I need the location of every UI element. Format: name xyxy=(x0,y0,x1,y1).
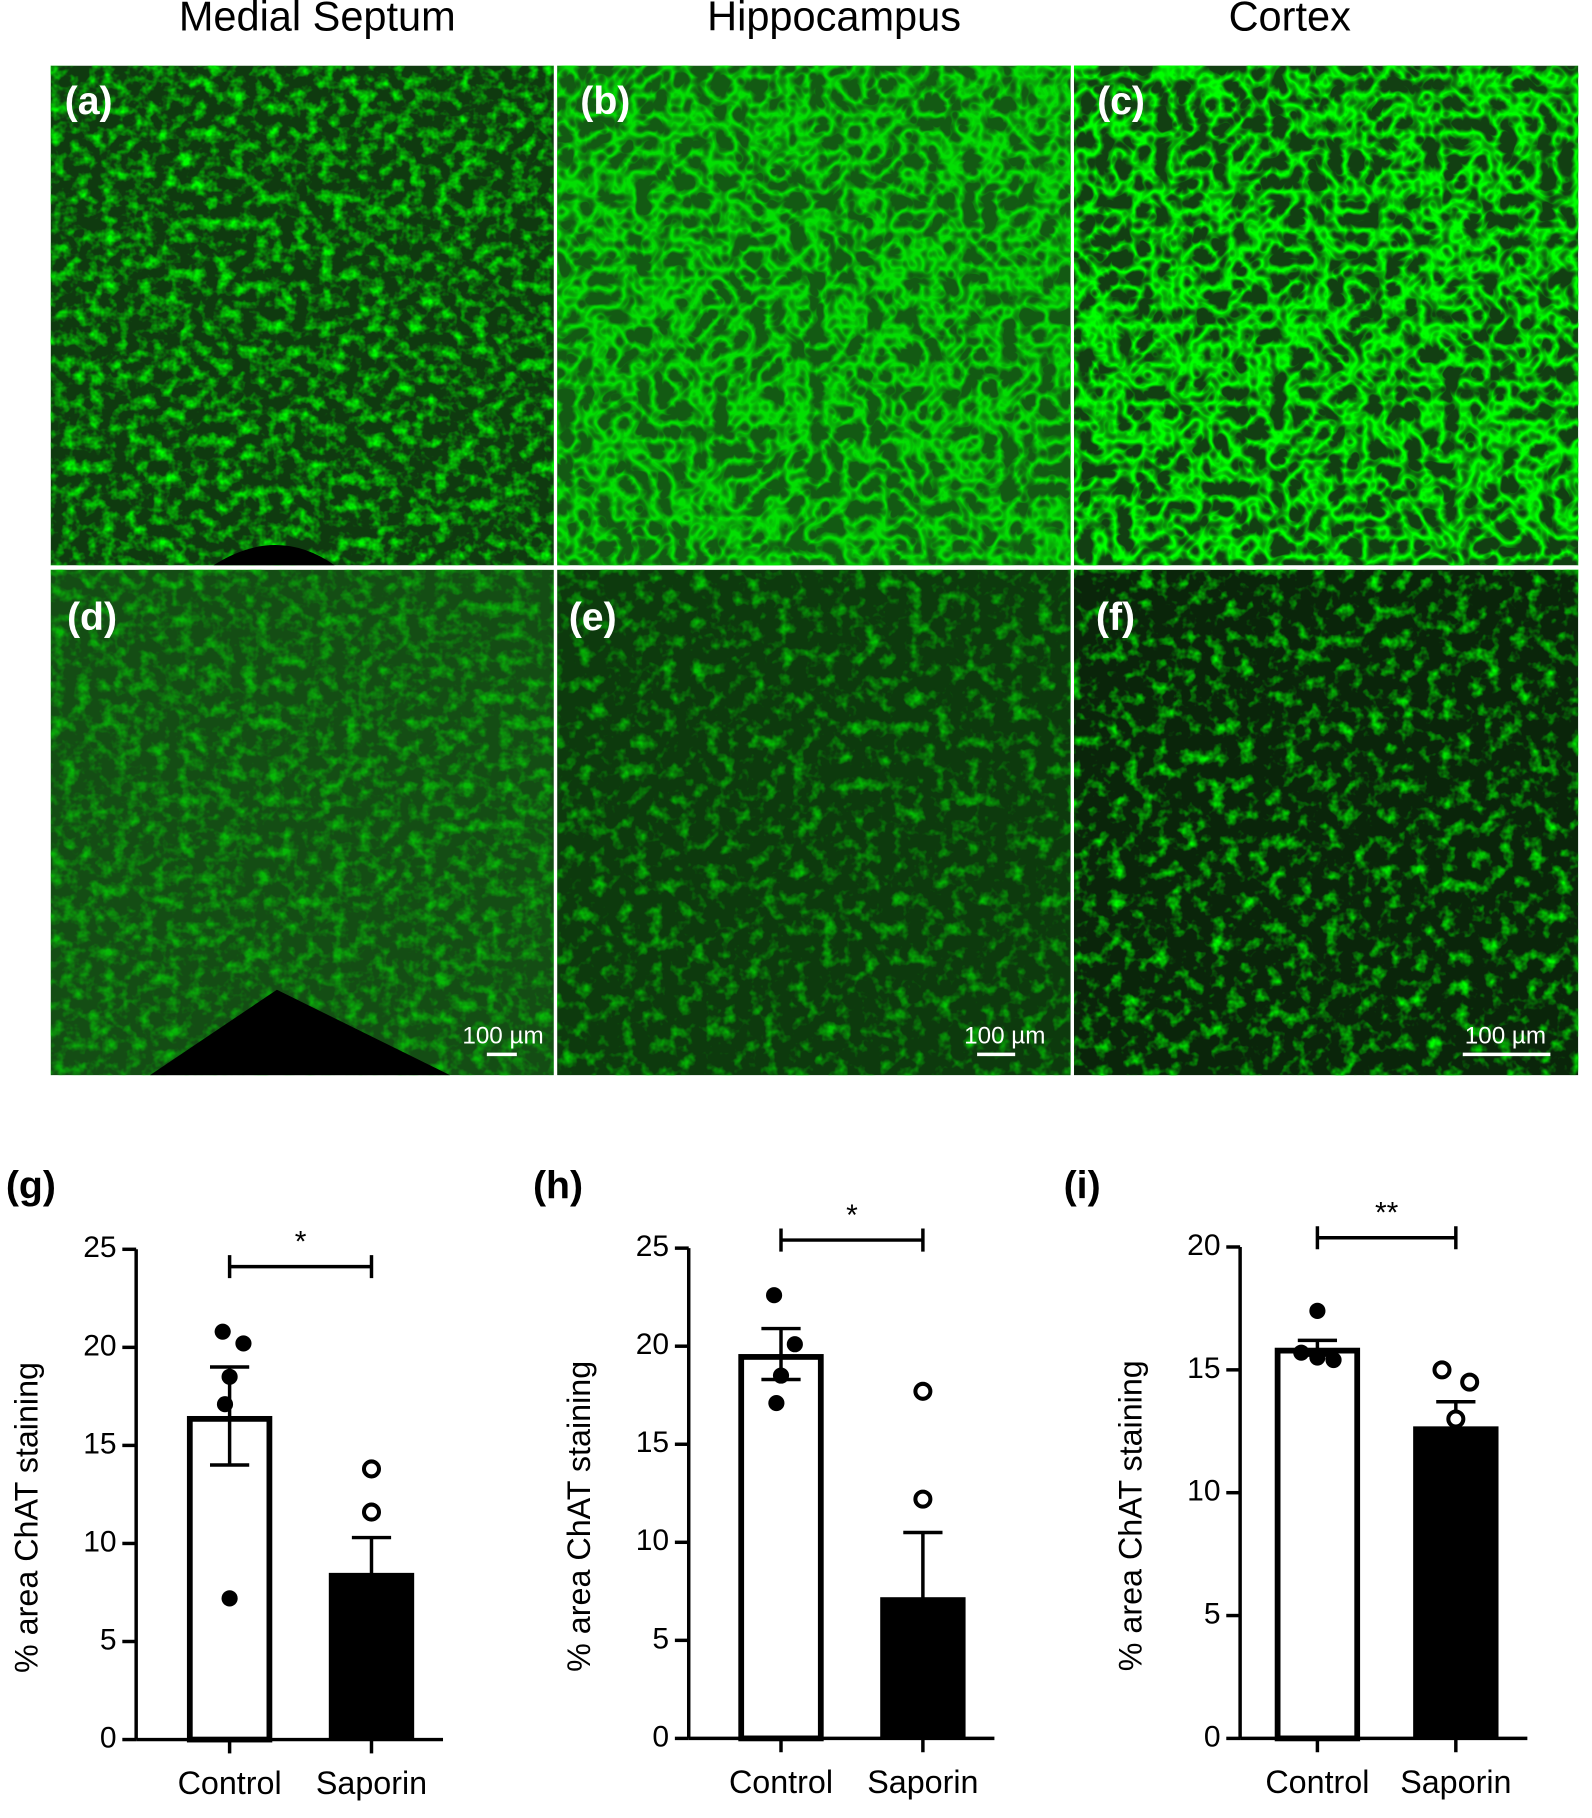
data-point xyxy=(913,1381,933,1401)
y-axis-label: % area ChAT staining xyxy=(1112,1360,1148,1671)
y-tick-label: 20 xyxy=(636,1328,669,1361)
y-tick-label: 15 xyxy=(1187,1352,1220,1385)
y-tick-label: 0 xyxy=(1204,1720,1221,1753)
column-header: Medial Septum xyxy=(179,0,456,40)
bar xyxy=(1413,1426,1499,1739)
panel-label: (f) xyxy=(1096,595,1135,639)
x-tick-label: Saporin xyxy=(1400,1764,1511,1800)
y-tick-label: 25 xyxy=(636,1230,669,1263)
data-point xyxy=(1325,1351,1342,1369)
data-point xyxy=(1309,1349,1326,1366)
data-point xyxy=(768,1394,785,1412)
panel-label: (e) xyxy=(569,595,617,639)
panel-labels: (a) (b) (c) (d) (e) (f) xyxy=(65,79,1145,639)
data-point xyxy=(1460,1372,1480,1392)
panel-label: (c) xyxy=(1097,79,1145,123)
significance-bracket xyxy=(1315,1226,1458,1250)
x-tick-label: Saporin xyxy=(867,1764,978,1800)
data-point xyxy=(221,1590,238,1607)
panel-label: (d) xyxy=(67,595,117,639)
micrograph-texture xyxy=(557,569,1071,1076)
data-point xyxy=(214,1323,231,1340)
bar-chart: (i) % area ChAT staining 0 5 10 15 20 Control Sa… xyxy=(1064,1164,1528,1800)
scale-bar-label: 100 µm xyxy=(964,1022,1045,1049)
y-tick-label: 10 xyxy=(83,1525,116,1558)
y-tick-label: 10 xyxy=(1187,1475,1220,1508)
micrograph-texture xyxy=(1074,569,1579,1076)
y-tick-label: 20 xyxy=(83,1329,116,1362)
bar xyxy=(1274,1347,1361,1742)
significance-bracket xyxy=(227,1255,374,1279)
data-point xyxy=(766,1287,783,1304)
bar xyxy=(738,1354,824,1742)
significance-label: * xyxy=(846,1199,858,1232)
y-tick-label: 10 xyxy=(636,1524,669,1557)
significance-label: ** xyxy=(1375,1197,1399,1230)
micrograph-grid xyxy=(50,65,1579,1076)
x-tick-label: Control xyxy=(1265,1764,1369,1800)
significance-bracket xyxy=(779,1228,925,1252)
data-point xyxy=(235,1335,252,1352)
y-tick-label: 15 xyxy=(636,1426,669,1459)
micrograph-texture xyxy=(50,569,554,1076)
data-point xyxy=(1293,1344,1310,1361)
ventricle xyxy=(213,545,335,566)
bar-chart: (g) % area ChAT staining 0 5 10 15 20 25 Control… xyxy=(6,1164,444,1801)
chart-label: (h) xyxy=(533,1164,583,1208)
y-tick-label: 20 xyxy=(1187,1229,1220,1262)
bar xyxy=(880,1597,966,1739)
data-point xyxy=(1432,1360,1452,1380)
column-header: Cortex xyxy=(1229,0,1352,40)
chart-label: (g) xyxy=(6,1164,56,1208)
scale-bar-label: 100 µm xyxy=(1465,1022,1546,1049)
x-tick-label: Control xyxy=(729,1764,833,1800)
y-axis-label: % area ChAT staining xyxy=(561,1361,597,1672)
panel-label: (a) xyxy=(65,79,113,123)
data-point xyxy=(361,1459,382,1479)
data-point xyxy=(361,1502,382,1522)
x-tick-label: Control xyxy=(178,1765,282,1801)
y-tick-label: 0 xyxy=(652,1720,669,1753)
y-tick-label: 5 xyxy=(100,1623,117,1656)
y-tick-label: 5 xyxy=(652,1622,669,1655)
column-header: Hippocampus xyxy=(707,0,961,40)
data-point xyxy=(913,1489,933,1509)
bar-chart: (h) % area ChAT staining 0 5 10 15 20 25 Control… xyxy=(533,1164,995,1800)
data-point xyxy=(786,1336,803,1353)
column-headers: Medial Septum Hippocampus Cortex xyxy=(179,0,1351,40)
y-tick-label: 25 xyxy=(83,1231,116,1264)
data-point xyxy=(772,1367,790,1384)
micrograph-texture xyxy=(50,65,554,566)
scale-bars: 100 µm 100 µm 100 µm xyxy=(462,1022,1551,1057)
bar xyxy=(186,1415,273,1743)
micrograph-texture xyxy=(1074,65,1579,566)
significance-label: * xyxy=(295,1225,307,1258)
ventricle xyxy=(150,989,450,1076)
scale-bar-label: 100 µm xyxy=(462,1022,543,1049)
chart-label: (i) xyxy=(1064,1164,1101,1208)
data-point xyxy=(1446,1409,1466,1429)
y-tick-label: 15 xyxy=(83,1427,116,1460)
data-point xyxy=(221,1368,238,1385)
y-tick-label: 5 xyxy=(1204,1597,1221,1630)
micrograph-texture xyxy=(557,65,1071,566)
data-point xyxy=(1309,1302,1326,1319)
bar xyxy=(328,1572,415,1740)
y-axis-label: % area ChAT staining xyxy=(8,1362,44,1673)
x-tick-label: Saporin xyxy=(316,1765,427,1801)
panel-label: (b) xyxy=(580,79,630,123)
data-point xyxy=(216,1396,234,1413)
y-tick-label: 0 xyxy=(100,1721,117,1754)
